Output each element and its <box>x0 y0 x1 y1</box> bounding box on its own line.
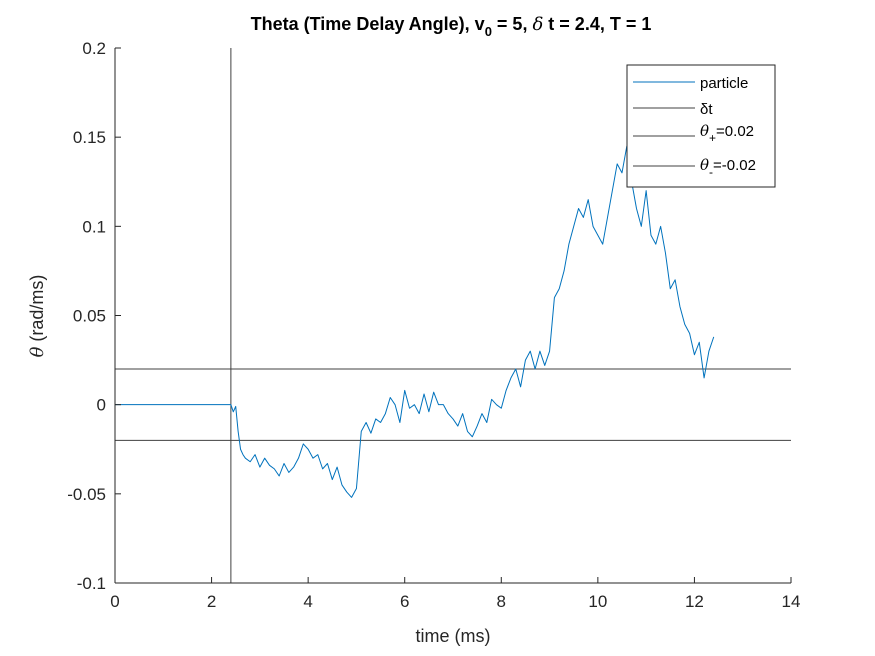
y-tick-label: 0.15 <box>73 128 106 147</box>
y-tick-label: -0.1 <box>77 574 106 593</box>
legend-label-particle: particle <box>700 75 748 92</box>
legend-box <box>626 64 776 188</box>
y-tick-label: 0 <box>97 396 106 415</box>
y-tick-label: 0.1 <box>82 217 106 236</box>
x-tick-label: 12 <box>685 592 704 611</box>
legend-label-theta-plus: θ+=0.02 <box>700 122 754 145</box>
x-tick-label: 10 <box>588 592 607 611</box>
chart-title: Theta (Time Delay Angle), v0 = 5, δ t = … <box>251 14 652 39</box>
x-tick-label: 4 <box>303 592 312 611</box>
y-tick-label: 0.2 <box>82 39 106 58</box>
x-axis-label: time (ms) <box>416 626 491 646</box>
x-tick-label: 0 <box>110 592 119 611</box>
y-tick-label: 0.05 <box>73 307 106 326</box>
y-axis-label: θ (rad/ms) <box>27 275 48 358</box>
legend: particle δt θ+=0.02 θ-=-0.02 <box>626 64 776 188</box>
x-tick-label: 6 <box>400 592 409 611</box>
x-tick-label: 8 <box>497 592 506 611</box>
y-tick-label: -0.05 <box>67 485 106 504</box>
x-tick-label: 14 <box>782 592 801 611</box>
axis-ticks: 0 2 4 6 8 10 12 14 -0.1 -0.05 0 0.05 0.1 0.15 0.2 <box>67 39 800 611</box>
x-tick-label: 2 <box>207 592 216 611</box>
reference-lines <box>115 48 791 583</box>
legend-label-delta-t: δt <box>700 101 713 118</box>
legend-label-theta-minus: θ-=-0.02 <box>700 156 756 179</box>
